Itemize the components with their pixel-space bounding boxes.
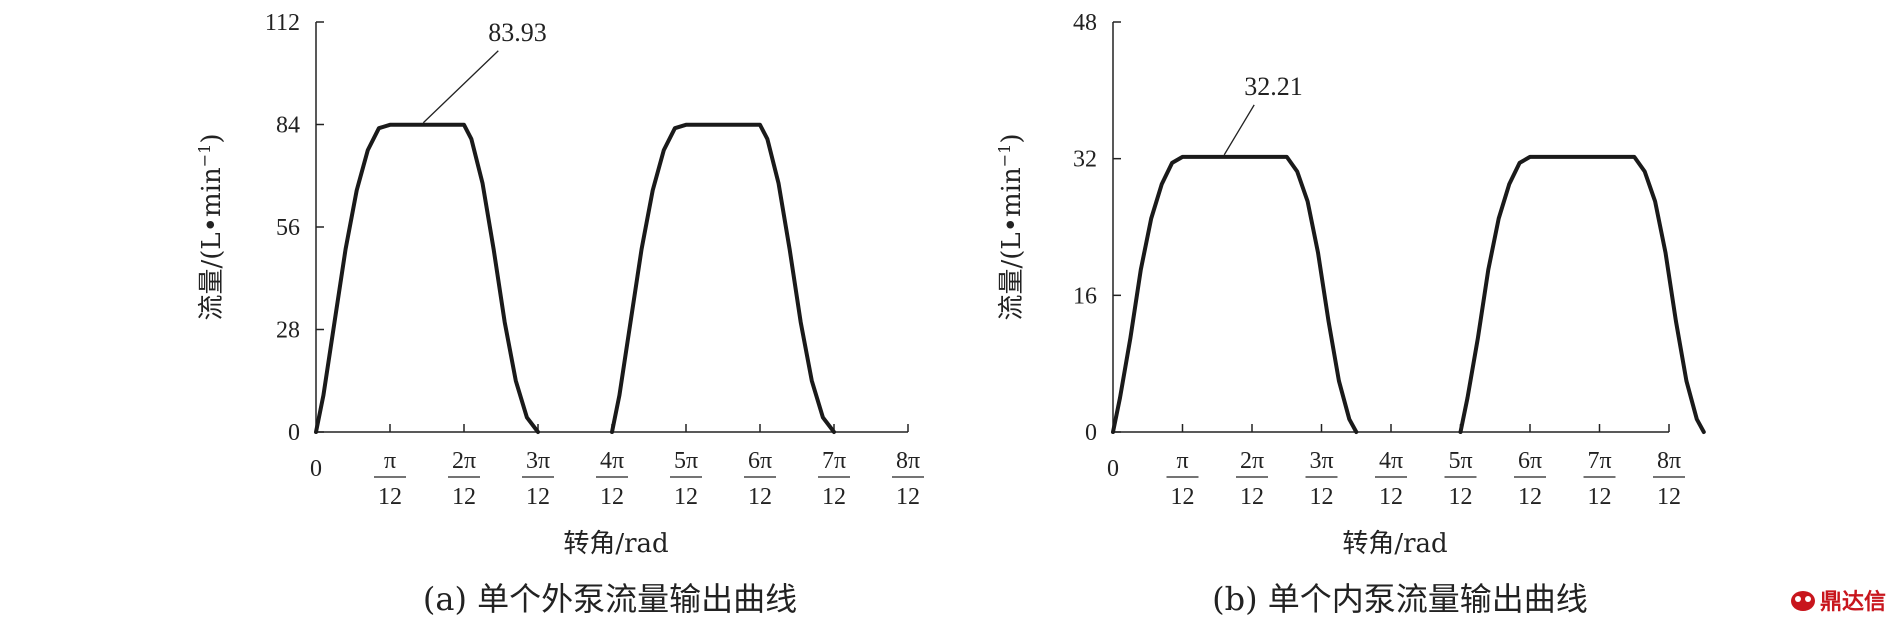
watermark: 鼎达信 — [1791, 589, 1886, 615]
x-tick-denominator: 12 — [1171, 484, 1195, 510]
y-tick-label: 112 — [265, 10, 300, 36]
x-tick-numerator: 2π — [1240, 448, 1264, 474]
x-tick-numerator: 4π — [600, 448, 624, 474]
y-tick-label: 84 — [276, 113, 300, 139]
x-tick-denominator: 12 — [1310, 484, 1334, 510]
series-line — [1458, 154, 1706, 434]
x-tick-numerator: π — [384, 448, 396, 474]
x-tick-denominator: 12 — [1518, 484, 1542, 510]
y-tick-label: 0 — [1085, 420, 1097, 446]
x-tick-denominator: 12 — [822, 484, 846, 510]
x-axis-title: 转角/rad — [1342, 529, 1447, 559]
x-tick-numerator: 7π — [822, 448, 846, 474]
annotation-label: 83.93 — [488, 18, 547, 47]
x-axis-title: 转角/rad — [563, 529, 668, 559]
x-tick-numerator: 3π — [1309, 448, 1333, 474]
y-tick-label: 28 — [276, 318, 300, 344]
x-tick-numerator: 5π — [674, 448, 698, 474]
x-tick-numerator: 4π — [1379, 448, 1403, 474]
x-tick-denominator: 12 — [1657, 484, 1681, 510]
annotation-leader — [1223, 104, 1255, 156]
x-tick-label: 0 — [1107, 456, 1119, 482]
x-tick-numerator: π — [1176, 448, 1188, 474]
x-tick-label: 0 — [310, 456, 322, 482]
y-tick-label: 56 — [276, 215, 300, 241]
x-tick-denominator: 12 — [600, 484, 624, 510]
y-tick-label: 32 — [1073, 147, 1097, 173]
series-line — [1111, 154, 1359, 434]
series-line — [610, 122, 836, 434]
y-tick-label: 0 — [288, 420, 300, 446]
x-tick-denominator: 12 — [674, 484, 698, 510]
x-tick-numerator: 6π — [748, 448, 772, 474]
x-tick-numerator: 2π — [452, 448, 476, 474]
x-tick-numerator: 5π — [1448, 448, 1472, 474]
figure-caption: (b) 单个内泵流量输出曲线 — [1212, 580, 1588, 618]
x-tick-numerator: 8π — [896, 448, 920, 474]
annotation-leader — [422, 50, 499, 124]
logo-mark-icon — [1791, 591, 1815, 611]
x-tick-denominator: 12 — [452, 484, 476, 510]
x-tick-denominator: 12 — [378, 484, 402, 510]
x-tick-numerator: 8π — [1657, 448, 1681, 474]
x-tick-denominator: 12 — [748, 484, 772, 510]
chart-panel-a: 0 28 56 84 112 0 π 12 2π 12 3π 12 4π 12 5π 12 6π 12 7π 12 8π… — [195, 10, 924, 618]
x-tick-denominator: 12 — [526, 484, 550, 510]
annotation-label: 32.21 — [1244, 72, 1303, 101]
y-axis-title: 流量/(L•min−1) — [995, 134, 1027, 321]
watermark-text: 鼎达信 — [1820, 589, 1886, 615]
x-tick-numerator: 3π — [526, 448, 550, 474]
y-axis-title: 流量/(L•min−1) — [195, 134, 227, 321]
x-tick-denominator: 12 — [1449, 484, 1473, 510]
x-tick-denominator: 12 — [1588, 484, 1612, 510]
series-line — [314, 122, 540, 434]
x-tick-denominator: 12 — [896, 484, 920, 510]
figure-caption: (a) 单个外泵流量输出曲线 — [423, 580, 797, 618]
y-tick-label: 48 — [1073, 10, 1097, 36]
x-tick-denominator: 12 — [1379, 484, 1403, 510]
x-tick-numerator: 6π — [1518, 448, 1542, 474]
x-tick-numerator: 7π — [1587, 448, 1611, 474]
y-tick-label: 16 — [1073, 283, 1097, 309]
x-tick-denominator: 12 — [1240, 484, 1264, 510]
